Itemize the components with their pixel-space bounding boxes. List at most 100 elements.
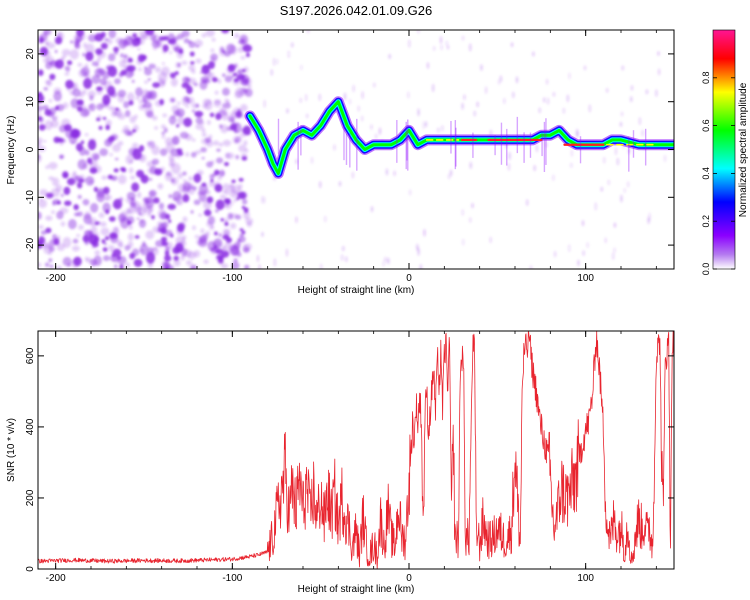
noise-blob: [232, 79, 241, 86]
noise-blob: [113, 226, 119, 233]
noise-streak: [256, 254, 260, 263]
noise-blob: [157, 183, 164, 190]
noise-blob: [127, 241, 134, 249]
noise-blob: [126, 92, 135, 102]
noise-blob: [62, 102, 69, 109]
noise-blob: [206, 120, 211, 125]
noise-blob: [126, 216, 135, 225]
noise-blob: [154, 66, 162, 73]
noise-blob: [222, 139, 232, 147]
noise-blob: [128, 71, 135, 77]
noise-blob: [132, 33, 138, 38]
noise-blob: [133, 258, 143, 267]
noise-blob: [193, 173, 202, 183]
snr-x-label: Height of straight line (km): [298, 584, 415, 595]
noise-blob: [205, 231, 211, 237]
noise-blob: [113, 51, 119, 55]
noise-streak: [382, 260, 385, 267]
noise-streak: [408, 189, 412, 196]
noise-blob: [203, 259, 209, 264]
noise-blob: [48, 98, 53, 103]
noise-blob: [100, 31, 106, 38]
noise-blob: [177, 116, 185, 126]
noise-blob: [241, 205, 246, 210]
noise-blob: [207, 72, 215, 80]
noise-blob: [38, 105, 43, 112]
x-tick-label: 0: [406, 573, 412, 584]
noise-blob: [208, 134, 213, 139]
noise-blob: [108, 135, 116, 142]
noise-blob: [73, 256, 82, 267]
noise-blob: [76, 30, 85, 37]
noise-blob: [102, 247, 108, 252]
noise-streak: [305, 113, 309, 119]
noise-blob: [228, 64, 233, 69]
noise-blob: [165, 229, 173, 237]
noise-blob: [135, 96, 140, 100]
noise-streak: [535, 143, 539, 153]
noise-blob: [193, 82, 198, 87]
noise-blob: [224, 204, 232, 210]
noise-blob: [57, 32, 65, 41]
noise-blob: [154, 126, 158, 130]
y-tick-label: 20: [25, 48, 36, 60]
noise-blob: [173, 259, 181, 267]
noise-streak: [416, 243, 419, 251]
noise-streak: [508, 151, 511, 161]
noise-blob: [132, 129, 136, 133]
snr-x-ticks: -200 -100 0 100: [46, 331, 657, 584]
noise-streak: [304, 93, 308, 102]
noise-blob: [210, 48, 215, 53]
noise-blob: [242, 125, 252, 136]
noise-blob: [239, 228, 244, 232]
noise-blob: [138, 99, 143, 104]
noise-blob: [202, 98, 212, 106]
noise-blob: [124, 109, 131, 118]
y-tick-label: 0: [25, 566, 36, 572]
noise-blob: [80, 140, 85, 145]
noise-blob: [183, 179, 187, 183]
noise-blob: [79, 108, 90, 118]
noise-blob: [60, 221, 66, 227]
noise-blob: [115, 107, 119, 111]
noise-blob: [152, 34, 161, 45]
noise-blob: [38, 145, 46, 152]
noise-blob: [182, 235, 187, 241]
noise-blob: [112, 201, 119, 209]
signal-track-layer: [244, 96, 674, 179]
noise-streak: [426, 62, 430, 69]
noise-blob: [82, 234, 90, 243]
noise-blob: [125, 197, 135, 204]
noise-streak: [446, 45, 450, 50]
noise-streak: [352, 84, 355, 93]
noise-blob: [219, 107, 225, 114]
noise-blob: [73, 203, 78, 209]
noise-blob: [221, 250, 230, 258]
noise-blob: [200, 228, 205, 234]
noise-blob: [38, 211, 42, 220]
noise-blob: [89, 95, 94, 101]
noise-blob: [162, 113, 167, 118]
noise-blob: [220, 263, 229, 269]
noise-streak: [526, 199, 529, 206]
noise-blob: [191, 266, 196, 269]
noise-blob: [224, 230, 230, 237]
noise-blob: [206, 196, 214, 204]
noise-blob: [45, 165, 49, 170]
noise-blob: [131, 182, 140, 192]
noise-streak: [370, 206, 374, 213]
noise-blob: [43, 243, 52, 249]
noise-streak: [600, 186, 603, 192]
x-tick-label: 100: [577, 273, 594, 284]
noise-blob: [91, 74, 101, 84]
noise-blob: [101, 238, 106, 244]
noise-blob: [77, 62, 83, 67]
noise-streak: [300, 64, 303, 71]
noise-blob: [155, 240, 165, 248]
noise-blob: [62, 171, 69, 179]
noise-blob: [163, 127, 168, 133]
noise-streak: [385, 168, 389, 176]
noise-blob: [73, 212, 80, 217]
noise-blob: [203, 65, 209, 70]
noise-blob: [136, 191, 142, 198]
